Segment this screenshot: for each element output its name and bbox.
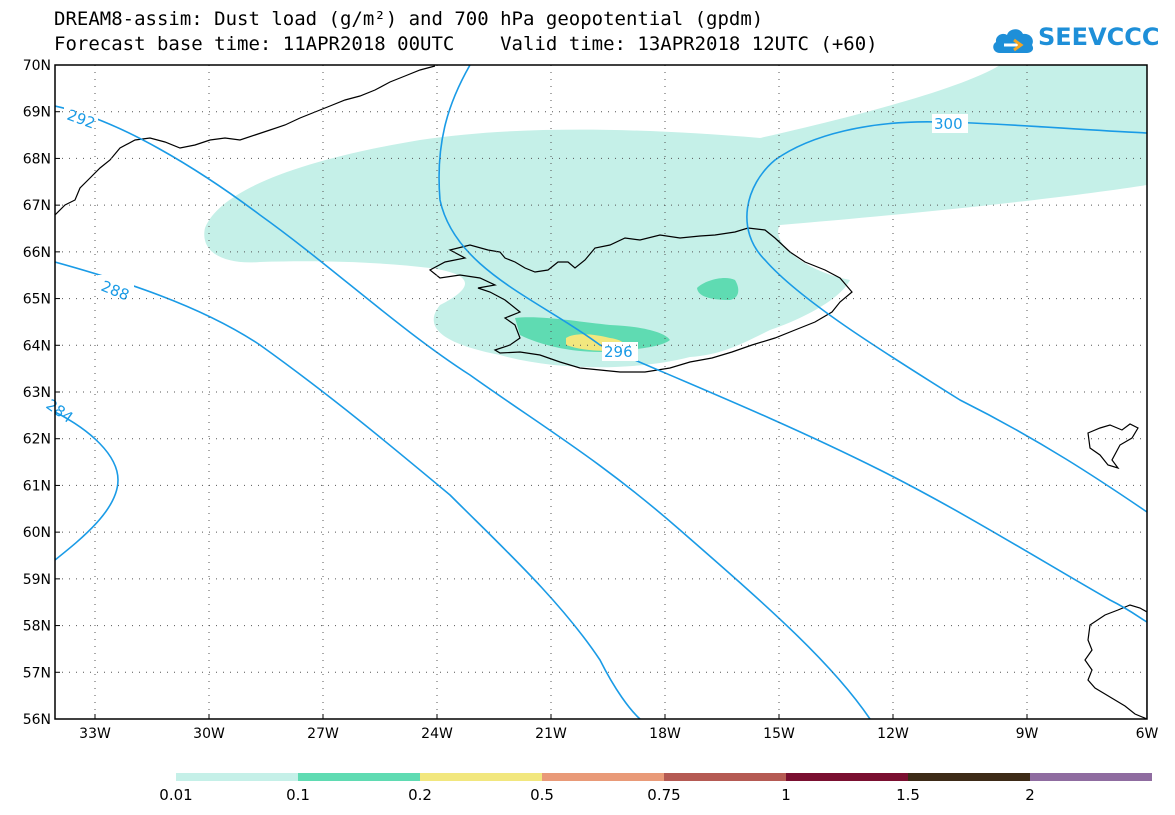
colorbar-swatch — [420, 773, 542, 781]
contour-296 — [438, 65, 1147, 623]
colorbar-swatch — [786, 773, 908, 781]
colorbar-label: 0.5 — [530, 786, 554, 804]
lat-label: 68N — [23, 151, 51, 167]
lat-label: 59N — [23, 572, 51, 588]
lat-label: 57N — [23, 665, 51, 681]
contour-292 — [55, 105, 871, 719]
colorbar-swatch — [664, 773, 786, 781]
colorbar-label: 2 — [1025, 786, 1035, 804]
lon-label: 30W — [193, 726, 225, 742]
lon-label: 33W — [79, 726, 111, 742]
dust-region-medium — [697, 277, 739, 300]
coastline-greenland — [55, 65, 436, 216]
lat-label: 65N — [23, 292, 51, 308]
lat-label: 70N — [23, 58, 51, 74]
lat-label: 64N — [23, 338, 51, 354]
colorbar-label: 0.75 — [647, 786, 680, 804]
lat-label: 67N — [23, 198, 51, 214]
contour-label-296: 296 — [604, 343, 633, 361]
colorbar-label: 0.2 — [408, 786, 432, 804]
colorbar-swatch — [542, 773, 664, 781]
lon-label: 12W — [877, 726, 909, 742]
colorbar-label: 1.5 — [896, 786, 920, 804]
logo-text: SEEVCCC — [1038, 23, 1160, 51]
lat-label: 56N — [23, 712, 51, 728]
colorbar: 0.01 0.1 0.2 0.5 0.75 1 1.5 2 — [159, 773, 1152, 804]
contour-300 — [746, 121, 1147, 513]
colorbar-swatch — [176, 773, 298, 781]
lon-label: 6W — [1136, 726, 1159, 742]
colorbar-swatch — [1030, 773, 1152, 781]
lon-label: 24W — [421, 726, 453, 742]
coastline-faroe — [1087, 423, 1139, 470]
contour-284 — [55, 411, 119, 561]
lon-label: 18W — [649, 726, 681, 742]
lat-label: 61N — [23, 478, 51, 494]
lat-label: 66N — [23, 245, 51, 261]
contour-label-300: 300 — [934, 115, 963, 133]
colorbar-label: 0.1 — [286, 786, 310, 804]
lon-label: 21W — [535, 726, 567, 742]
cloud-icon — [993, 29, 1034, 53]
coastline-scotland — [1084, 604, 1147, 719]
map-subtitle: Forecast base time: 11APR2018 00UTC Vali… — [54, 33, 878, 55]
lat-label: 58N — [23, 619, 51, 635]
coastline-iceland — [428, 227, 853, 373]
map-grid — [55, 65, 1147, 719]
lat-label: 60N — [23, 525, 51, 541]
lon-label: 27W — [307, 726, 339, 742]
colorbar-label: 1 — [781, 786, 791, 804]
contour-288 — [55, 261, 641, 719]
colorbar-swatch — [298, 773, 420, 781]
lon-label: 9W — [1016, 726, 1039, 742]
lon-label: 15W — [763, 726, 795, 742]
lat-label: 63N — [23, 385, 51, 401]
seevccc-logo: SEEVCCC — [990, 19, 1160, 59]
map-title: DREAM8-assim: Dust load (g/m²) and 700 h… — [54, 8, 764, 30]
dust-region-light — [204, 65, 1147, 368]
colorbar-swatch — [908, 773, 1030, 781]
lat-label: 69N — [23, 105, 51, 121]
lat-label: 62N — [23, 432, 51, 448]
colorbar-label: 0.01 — [159, 786, 192, 804]
